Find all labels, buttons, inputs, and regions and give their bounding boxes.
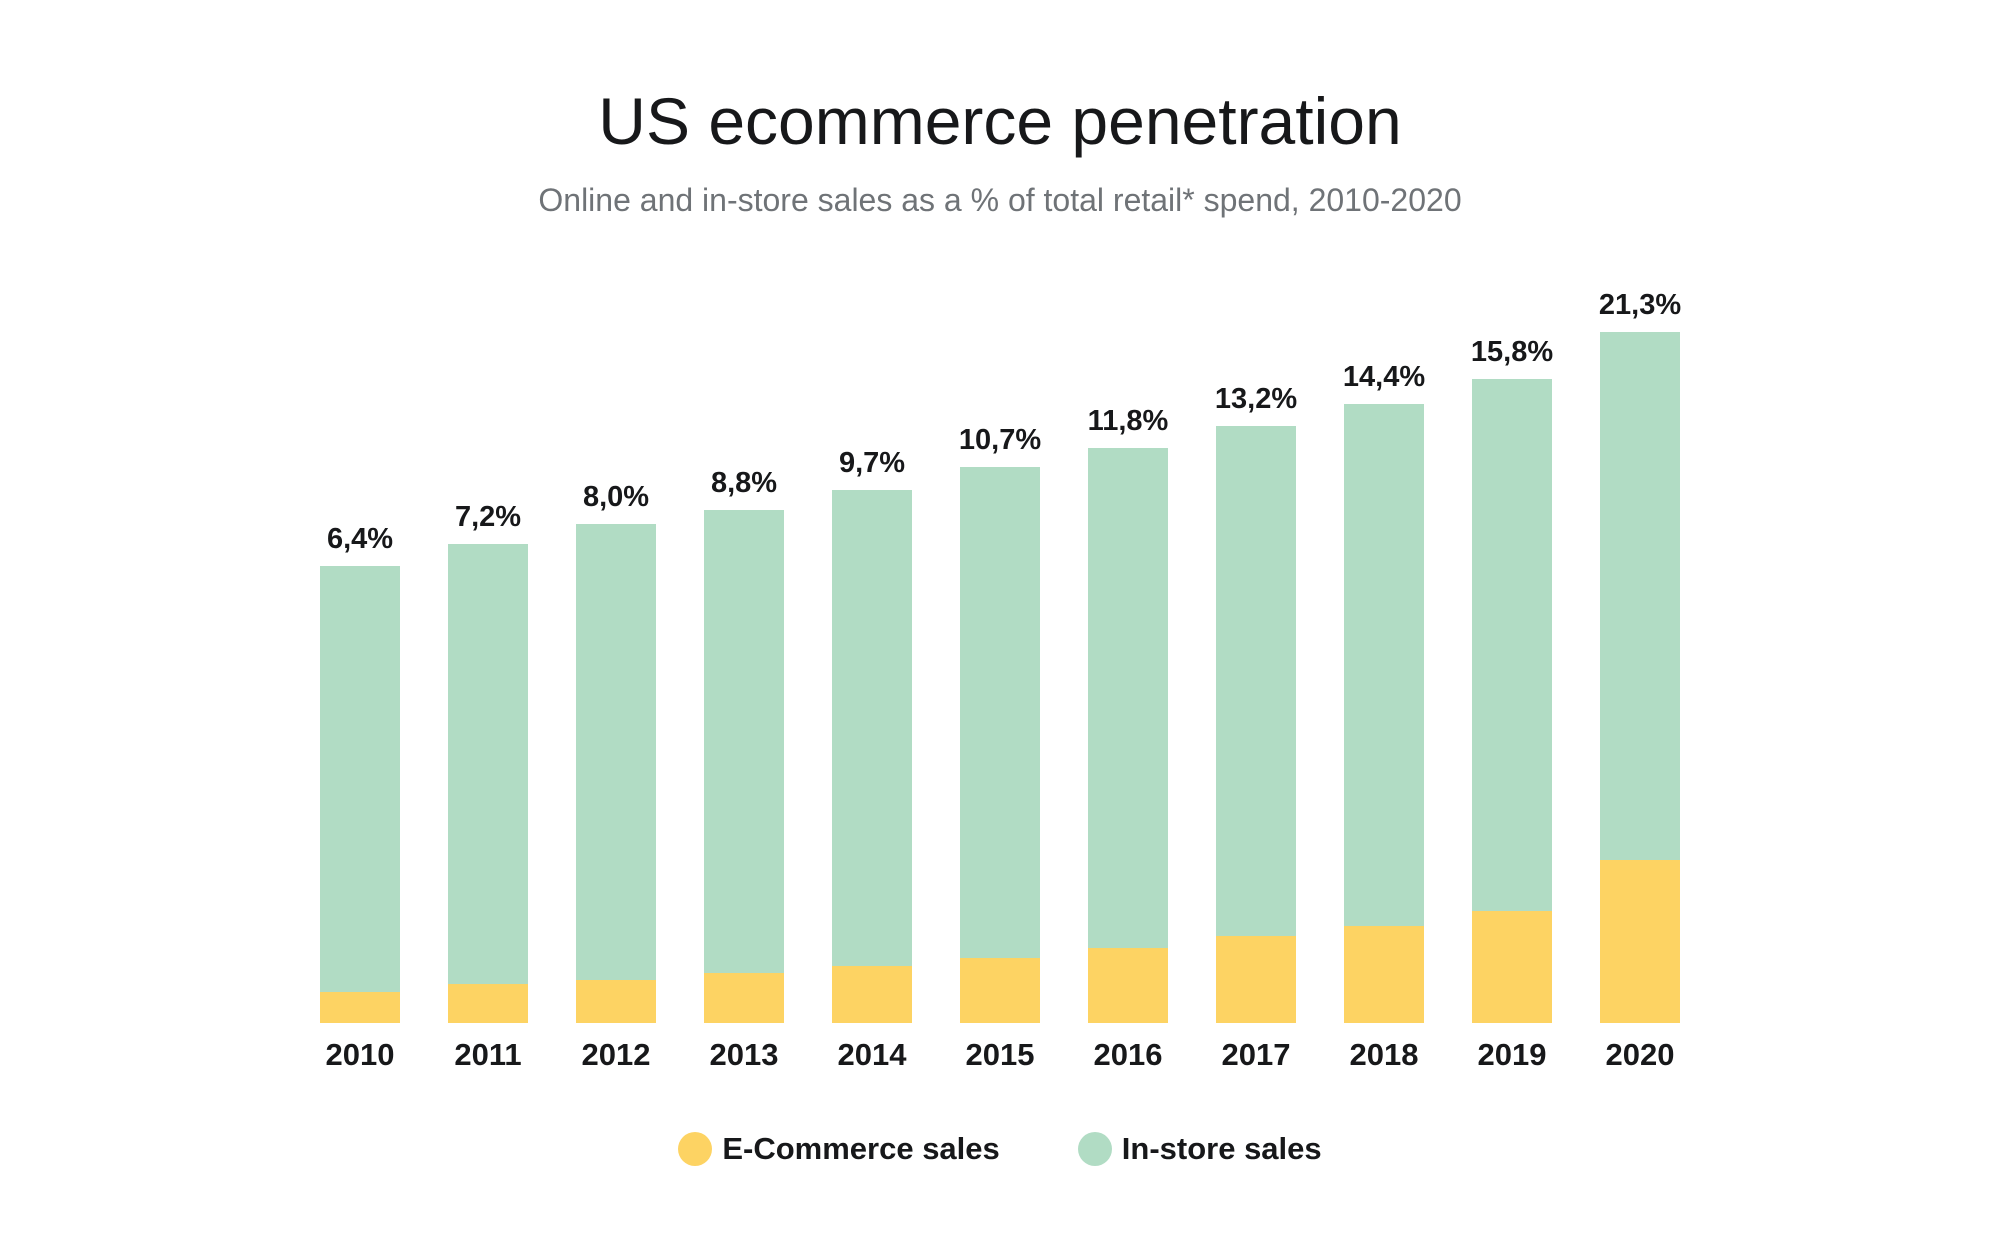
instore-segment bbox=[832, 490, 912, 966]
bar-value-label: 8,8% bbox=[710, 467, 778, 499]
instore-segment bbox=[1600, 332, 1680, 860]
instore-segment bbox=[1344, 404, 1424, 926]
bar-value-label: 9,7% bbox=[838, 447, 906, 479]
instore-swatch-icon bbox=[1077, 1132, 1112, 1166]
bar-2018 bbox=[1344, 404, 1424, 1023]
bar-2016 bbox=[1088, 448, 1168, 1023]
instore-segment bbox=[960, 467, 1040, 958]
x-axis-label-2014: 2014 bbox=[837, 1037, 907, 1072]
bar-2020 bbox=[1600, 332, 1680, 1023]
instore-segment bbox=[704, 510, 784, 973]
bar-value-label: 14,4% bbox=[1342, 361, 1426, 393]
legend: E-Commerce sales In-store sales bbox=[0, 1132, 2000, 1166]
bar-value-label: 6,4% bbox=[326, 523, 394, 555]
ecommerce-swatch-icon bbox=[678, 1132, 713, 1166]
bar-value-label: 8,0% bbox=[582, 481, 650, 513]
instore-segment bbox=[576, 524, 656, 980]
x-axis-label-2019: 2019 bbox=[1477, 1037, 1547, 1072]
ecommerce-segment bbox=[1600, 860, 1680, 1023]
ecommerce-segment bbox=[832, 966, 912, 1023]
instore-segment bbox=[320, 566, 400, 992]
x-axis-label-2018: 2018 bbox=[1349, 1037, 1419, 1072]
bar-value-label: 11,8% bbox=[1087, 405, 1169, 437]
chart-title: US ecommerce penetration bbox=[598, 84, 1402, 158]
bar-2014 bbox=[832, 490, 912, 1023]
x-axis-label-2012: 2012 bbox=[581, 1037, 651, 1072]
bar-2019 bbox=[1472, 379, 1552, 1023]
x-axis-label-2015: 2015 bbox=[965, 1037, 1035, 1072]
bar-value-label: 21,3% bbox=[1598, 289, 1682, 321]
instore-segment bbox=[1216, 426, 1296, 936]
chart-subtitle: Online and in-store sales as a % of tota… bbox=[538, 182, 1462, 218]
ecommerce-segment bbox=[1472, 911, 1552, 1023]
bar-value-label: 10,7% bbox=[958, 424, 1042, 456]
bar-2013 bbox=[704, 510, 784, 1023]
bar-2011 bbox=[448, 544, 528, 1023]
x-axis-label-2013: 2013 bbox=[709, 1037, 779, 1072]
ecommerce-segment bbox=[960, 958, 1040, 1023]
legend-item-instore: In-store sales bbox=[1077, 1131, 1322, 1166]
instore-segment bbox=[448, 544, 528, 984]
ecommerce-segment bbox=[320, 992, 400, 1023]
bar-2017 bbox=[1216, 426, 1296, 1023]
instore-segment bbox=[1472, 379, 1552, 911]
x-axis-label-2017: 2017 bbox=[1221, 1037, 1291, 1072]
legend-item-ecommerce: E-Commerce sales bbox=[678, 1131, 1000, 1166]
ecommerce-segment bbox=[1088, 948, 1168, 1023]
ecommerce-segment bbox=[1216, 936, 1296, 1023]
ecommerce-segment bbox=[576, 980, 656, 1023]
legend-label-instore: In-store sales bbox=[1121, 1131, 1322, 1166]
legend-label-ecommerce: E-Commerce sales bbox=[722, 1131, 1000, 1166]
bar-value-label: 7,2% bbox=[454, 501, 522, 533]
bar-2015 bbox=[960, 467, 1040, 1023]
x-axis-label-2010: 2010 bbox=[325, 1037, 395, 1072]
bar-2012 bbox=[576, 524, 656, 1023]
bar-2010 bbox=[320, 566, 400, 1023]
x-axis-label-2011: 2011 bbox=[454, 1037, 522, 1072]
ecommerce-segment bbox=[1344, 926, 1424, 1023]
instore-segment bbox=[1088, 448, 1168, 948]
ecommerce-segment bbox=[448, 984, 528, 1023]
x-axis-label-2020: 2020 bbox=[1605, 1037, 1675, 1072]
bar-value-label: 13,2% bbox=[1214, 383, 1298, 415]
x-axis-label-2016: 2016 bbox=[1093, 1037, 1163, 1072]
bar-value-label: 15,8% bbox=[1470, 336, 1554, 368]
ecommerce-segment bbox=[704, 973, 784, 1023]
